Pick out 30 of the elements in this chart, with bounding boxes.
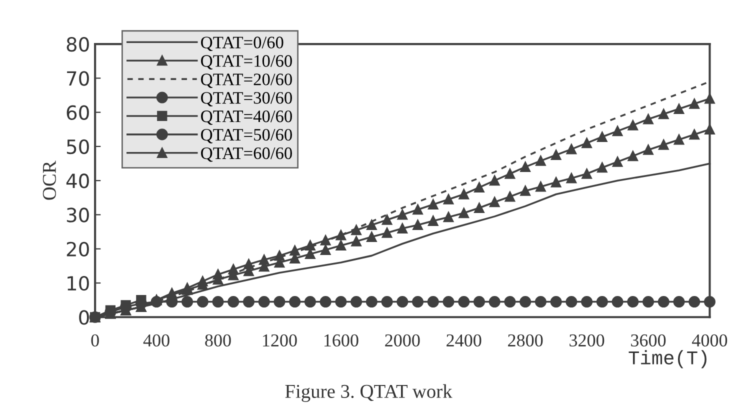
y-tick-label: 40 (66, 174, 89, 188)
x-tick-label: 0 (91, 334, 99, 347)
x-tick-label: 4000 (692, 334, 728, 347)
x-tick-label: 800 (205, 334, 231, 347)
y-tick-label: 50 (66, 139, 89, 154)
caption: Figure 3. QTAT work (285, 384, 452, 402)
legend-label: QTAT=30/60 (201, 92, 292, 106)
legend-label: QTAT=40/60 (201, 110, 292, 125)
x-tick-label: 2000 (385, 334, 420, 347)
x-axis-title: Time(T) (628, 350, 706, 368)
legend-label: QTAT=20/60 (201, 74, 292, 88)
x-tick-label: 1600 (324, 334, 358, 347)
legend-label: QTAT=10/60 (201, 55, 292, 70)
x-tick-label: 2800 (508, 334, 543, 347)
y-tick-label: 20 (66, 242, 89, 257)
y-tick-label: 30 (66, 208, 89, 222)
x-tick-label: 1200 (263, 334, 297, 347)
y-axis-title: OCR (42, 160, 56, 200)
y-tick-label: 70 (67, 71, 89, 86)
x-tick-label: 400 (143, 334, 170, 347)
x-tick-label: 3600 (631, 334, 666, 347)
y-tick-label: 0 (79, 310, 89, 325)
x-tick-label: 2400 (446, 334, 482, 347)
legend-label: QTAT=0/60 (201, 36, 284, 52)
x-tick-label: 3200 (570, 334, 604, 347)
legend-label: QTAT=50/60 (201, 128, 292, 144)
y-tick-label: 60 (66, 105, 89, 120)
y-tick-label: 10 (68, 276, 89, 291)
legend-label: QTAT=60/60 (201, 147, 292, 162)
y-tick-label: 80 (66, 36, 89, 52)
